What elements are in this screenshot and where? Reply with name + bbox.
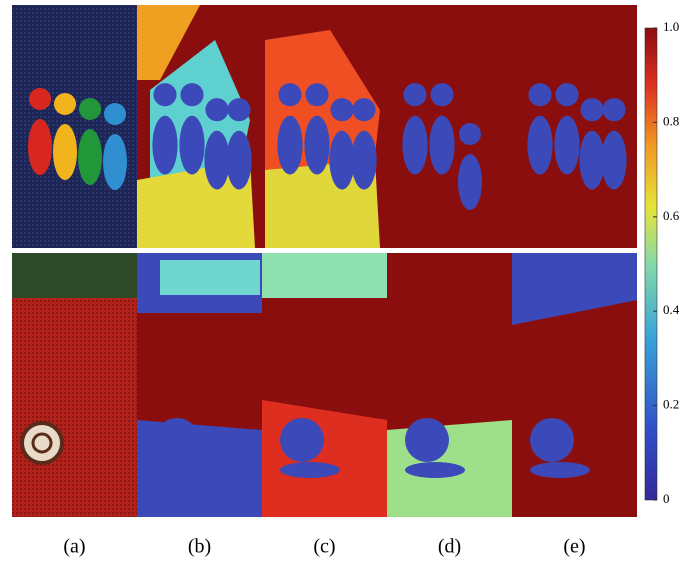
figure-head — [602, 98, 625, 121]
region — [262, 253, 387, 298]
figure-body — [78, 129, 102, 185]
figure-head — [305, 83, 328, 106]
snail-seg — [280, 418, 324, 462]
colorbar-tick-label: 0 — [663, 491, 670, 506]
figure-head — [278, 83, 301, 106]
colorbar-tick-label: 0.4 — [663, 302, 680, 317]
figure-body — [554, 116, 579, 175]
figure-body — [527, 116, 552, 175]
panels — [12, 5, 637, 517]
snail-seg — [155, 462, 215, 478]
figure-body — [458, 154, 482, 210]
snail-seg — [530, 462, 590, 478]
figure-body — [226, 131, 251, 190]
figure-head — [403, 83, 426, 106]
figure-head — [205, 98, 228, 121]
figure: 0 0.2 0.4 0.6 0.8 1.0 (a) (b) (c) (d) (e) — [0, 0, 686, 569]
figure-body — [601, 131, 626, 190]
colorbar-tick-label: 0.2 — [663, 397, 679, 412]
figure-head — [528, 83, 551, 106]
colorbar-tick-label: 0.8 — [663, 113, 679, 128]
figure-head — [54, 93, 76, 115]
snail-seg — [530, 418, 574, 462]
figure-head — [29, 88, 51, 110]
photo — [12, 5, 137, 248]
figure-body — [402, 116, 427, 175]
region — [262, 400, 387, 517]
figure-body — [103, 134, 127, 190]
colorbar — [645, 28, 657, 500]
figure-body — [277, 116, 302, 175]
snail-seg — [280, 462, 340, 478]
figure-body — [304, 116, 329, 175]
panel-label: (c) — [313, 536, 335, 558]
figure-head — [227, 98, 250, 121]
figure-head — [430, 83, 453, 106]
region — [160, 260, 260, 295]
snail-seg — [155, 418, 199, 462]
colorbar-tick-label: 1.0 — [663, 19, 679, 34]
figure-body — [53, 124, 77, 180]
figure-body — [179, 116, 204, 175]
figure-head — [153, 83, 176, 106]
figure-body — [28, 119, 52, 175]
figure-head — [459, 123, 481, 145]
snail-seg — [405, 462, 465, 478]
figure-head — [555, 83, 578, 106]
figure-head — [352, 98, 375, 121]
figure-body — [579, 131, 604, 190]
snail-shell — [22, 423, 62, 463]
panel-label: (b) — [188, 536, 211, 558]
figure-head — [79, 98, 101, 120]
figure-body — [351, 131, 376, 190]
figure-body — [429, 116, 454, 175]
snail-seg — [405, 418, 449, 462]
figure-body — [204, 131, 229, 190]
panel-label: (e) — [563, 536, 585, 558]
figure-head — [330, 98, 353, 121]
figure-body — [152, 116, 177, 175]
panel-label: (a) — [63, 536, 85, 558]
photo-bg — [12, 253, 137, 298]
figure-head — [580, 98, 603, 121]
figure-head — [104, 103, 126, 125]
figure-body — [329, 131, 354, 190]
figure-head — [180, 83, 203, 106]
panel-label: (d) — [438, 536, 461, 558]
colorbar-tick-label: 0.6 — [663, 208, 680, 223]
